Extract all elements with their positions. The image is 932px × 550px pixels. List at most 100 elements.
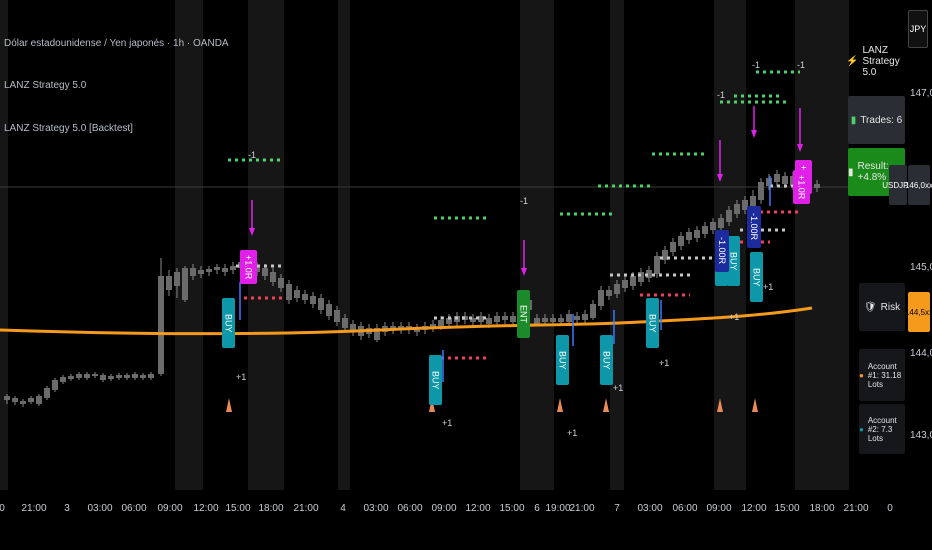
time-tick: 21:00 <box>843 503 869 514</box>
buy-tag[interactable]: BUY <box>646 298 659 348</box>
buy-tag[interactable]: BUY <box>556 335 569 385</box>
stop-loss-tag[interactable]: -1.00R <box>715 230 729 272</box>
buy-signal-arrow <box>717 398 723 412</box>
shield-icon: 🛡 <box>863 301 877 313</box>
candle-body <box>470 318 476 322</box>
candle-body <box>124 375 130 378</box>
time-tick: 6 <box>534 503 540 514</box>
symbol-title[interactable]: Dólar estadounidense / Yen japonés · 1h … <box>4 38 229 49</box>
candle-body <box>84 374 90 378</box>
candle-body <box>302 294 308 300</box>
candle-body <box>76 374 82 378</box>
candle-body <box>68 376 74 379</box>
time-tick: 21:00 <box>293 503 319 514</box>
buy-signal-arrow <box>752 398 758 412</box>
candle-body <box>278 278 284 288</box>
minus-one-label: -1 <box>248 150 257 160</box>
candle-body <box>702 226 708 234</box>
indicator-legend-2[interactable]: LANZ Strategy 5.0 [Backtest] <box>4 123 133 134</box>
candle-body <box>614 284 620 294</box>
candle-body <box>766 178 772 186</box>
candle-body <box>478 316 484 322</box>
candle-body <box>230 266 236 270</box>
indicator-legend-1[interactable]: LANZ Strategy 5.0 <box>4 80 87 91</box>
time-tick: 06:00 <box>672 503 698 514</box>
time-tick: 0 <box>0 503 5 514</box>
candle-body <box>166 276 172 290</box>
candle-body <box>318 298 324 310</box>
candle-body <box>590 304 596 318</box>
candle-body <box>750 196 756 206</box>
coin-icon: ● <box>859 370 864 380</box>
candle-body <box>430 324 436 328</box>
time-tick: 7 <box>614 503 620 514</box>
time-tick: 09:00 <box>706 503 732 514</box>
candle-body <box>646 270 652 278</box>
time-tick: 06:00 <box>121 503 147 514</box>
symbol-price-tag[interactable]: USDJPY <box>882 165 914 205</box>
candle-body <box>574 316 580 320</box>
candle-body <box>662 250 668 260</box>
candle-body <box>550 318 556 322</box>
candle-body <box>534 318 540 324</box>
candle-body <box>132 374 138 378</box>
plus-one-label: +1 <box>729 312 740 322</box>
candle-body <box>374 328 380 340</box>
candle-body <box>678 236 684 246</box>
session-band <box>248 0 284 490</box>
candle-body <box>214 267 220 270</box>
candle-body <box>566 314 572 322</box>
candle-body <box>310 296 316 304</box>
strategy-title-button[interactable]: ⚡ LANZ Strategy 5.0 <box>846 44 900 78</box>
buy-tag[interactable]: BUY <box>222 298 235 348</box>
candle-body <box>670 242 676 252</box>
ema-line <box>0 306 813 336</box>
candle-body <box>774 174 780 182</box>
stop-loss-tag[interactable]: -1.00R <box>747 206 761 248</box>
account-2-box[interactable]: ● Account #2: 7.3 Lots <box>859 404 905 454</box>
time-tick: 15:00 <box>774 503 800 514</box>
candle-body <box>542 318 548 322</box>
current-price-tag[interactable]: 146,0xx <box>905 165 932 205</box>
candle-body <box>494 316 500 322</box>
session-band <box>175 0 203 490</box>
take-profit-tag[interactable]: +1.0R <box>793 170 810 204</box>
price-tick: 144,000 <box>910 348 932 359</box>
last-price-tag[interactable]: 144,5xx <box>905 292 932 332</box>
candle-body <box>100 375 106 380</box>
candle-body <box>158 276 164 374</box>
candle-body <box>654 256 660 274</box>
currency-tag[interactable]: JPY <box>908 10 928 48</box>
trades-count-box[interactable]: ▮ Trades: 6 <box>848 96 905 144</box>
tp-signal-arrowhead <box>797 144 803 152</box>
lightning-icon: ⚡ <box>846 55 859 67</box>
candle-body <box>286 284 292 300</box>
buy-tag[interactable]: BUY <box>429 355 442 405</box>
buy-tag[interactable]: BUY <box>600 335 613 385</box>
minus-one-label: -1 <box>797 60 806 70</box>
tp-signal-arrowhead <box>751 130 757 138</box>
buy-tag[interactable]: BUY <box>750 252 763 302</box>
time-tick: 03:00 <box>637 503 663 514</box>
session-band <box>610 0 624 490</box>
time-tick: 12:00 <box>193 503 219 514</box>
time-tick: 15:00 <box>499 503 525 514</box>
candle-body <box>582 314 588 320</box>
candle-body <box>254 266 260 272</box>
candle-body <box>174 272 180 286</box>
candlesticks <box>4 170 820 407</box>
candle-body <box>108 376 114 379</box>
take-profit-tag[interactable]: +1.0R <box>240 250 257 284</box>
account-1-box[interactable]: ● Account #1: 31.18 Lots <box>859 349 905 401</box>
time-tick: 18:00 <box>809 503 835 514</box>
price-tick: 143,000 <box>910 430 932 441</box>
time-tick: 21:00 <box>569 503 595 514</box>
candle-body <box>502 316 508 320</box>
tp-signal-arrowhead <box>521 268 527 276</box>
tp-signal-arrowhead <box>717 174 723 182</box>
entry-tag[interactable]: ENT <box>517 290 530 338</box>
risk-box[interactable]: 🛡 Risk <box>859 283 905 331</box>
buy-tag[interactable]: BUY <box>727 236 740 286</box>
plus-one-label: +1 <box>613 383 624 393</box>
